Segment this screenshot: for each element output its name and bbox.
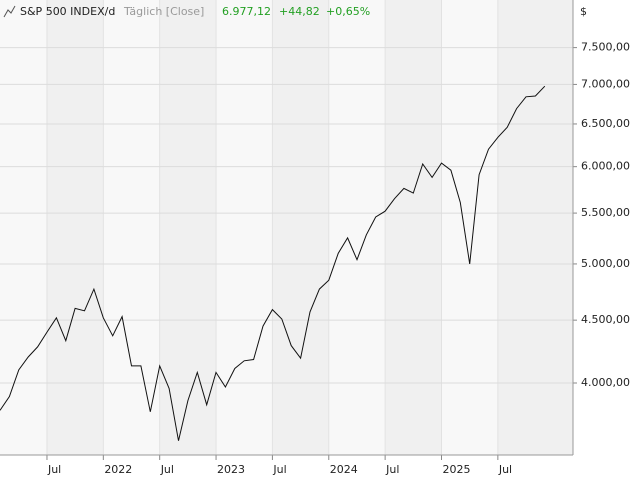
plot-band [46, 0, 104, 455]
plot-band [103, 0, 160, 455]
x-tick-label: 2025 [442, 463, 470, 476]
y-unit: $ [580, 5, 587, 18]
y-tick-label: 5.500,00 [581, 206, 630, 219]
plot-band [159, 0, 217, 455]
plot-band [272, 0, 329, 455]
plot-band [216, 0, 273, 455]
y-tick-label: 5.000,00 [581, 257, 630, 270]
chart-subtitle: Täglich [Close] [123, 5, 204, 18]
plot-band [0, 0, 47, 455]
x-tick-label: Jul [160, 463, 174, 476]
x-tick-label: 2023 [217, 463, 245, 476]
y-tick-label: 4.000,00 [581, 376, 630, 389]
y-tick-label: 7.000,00 [581, 77, 630, 90]
x-tick-label: Jul [272, 463, 286, 476]
y-tick-label: 6.000,00 [581, 160, 630, 173]
x-tick-label: 2024 [330, 463, 358, 476]
x-tick-label: Jul [498, 463, 512, 476]
y-tick-label: 7.500,00 [581, 41, 630, 54]
price: 6.977,12 [222, 5, 271, 18]
x-tick-label: Jul [385, 463, 399, 476]
y-tick-label: 6.500,00 [581, 117, 630, 130]
y-tick-label: 4.500,00 [581, 313, 630, 326]
plot-band [385, 0, 442, 455]
change: +44,82 [279, 5, 320, 18]
plot-band [497, 0, 573, 455]
x-tick-label: Jul [47, 463, 61, 476]
chart-title: S&P 500 INDEX/d [20, 5, 115, 18]
plot-band [441, 0, 498, 455]
change-percent: +0,65% [326, 5, 370, 18]
chart-icon [3, 5, 16, 18]
price-line [0, 85, 546, 441]
plot-background [0, 0, 573, 455]
x-tick-label: 2022 [104, 463, 132, 476]
plot-band [328, 0, 386, 455]
